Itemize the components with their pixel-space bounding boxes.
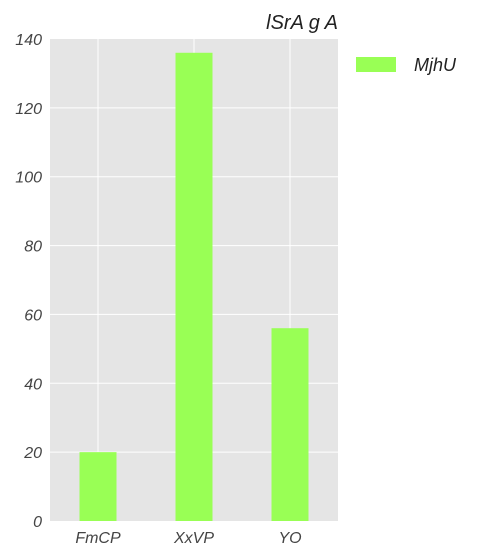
chart-title: lSrA g A bbox=[266, 12, 338, 34]
y-tick-label: 100 bbox=[15, 170, 42, 187]
y-tick-label: 20 bbox=[23, 445, 42, 462]
y-tick-label: 0 bbox=[33, 514, 42, 531]
legend-swatch bbox=[356, 57, 396, 72]
x-tick-label: YO bbox=[278, 530, 301, 547]
legend: MjhU bbox=[356, 55, 457, 75]
y-axis-ticks: 0 20 40 60 80 100 120 140 bbox=[15, 32, 42, 531]
y-tick-label: 140 bbox=[15, 32, 42, 49]
x-tick-label: FmCP bbox=[75, 530, 121, 547]
x-axis-ticks: FmCP XxVP YO bbox=[75, 530, 301, 547]
bar-xxvp bbox=[175, 52, 213, 522]
legend-label: MjhU bbox=[414, 55, 457, 75]
bar-yo bbox=[271, 328, 309, 521]
bars bbox=[79, 52, 309, 522]
y-tick-label: 60 bbox=[24, 307, 42, 324]
y-tick-label: 120 bbox=[15, 101, 42, 118]
bar-fmcp bbox=[79, 452, 117, 521]
y-tick-label: 80 bbox=[24, 239, 42, 256]
x-tick-label: XxVP bbox=[173, 530, 214, 547]
y-tick-label: 40 bbox=[24, 376, 42, 393]
